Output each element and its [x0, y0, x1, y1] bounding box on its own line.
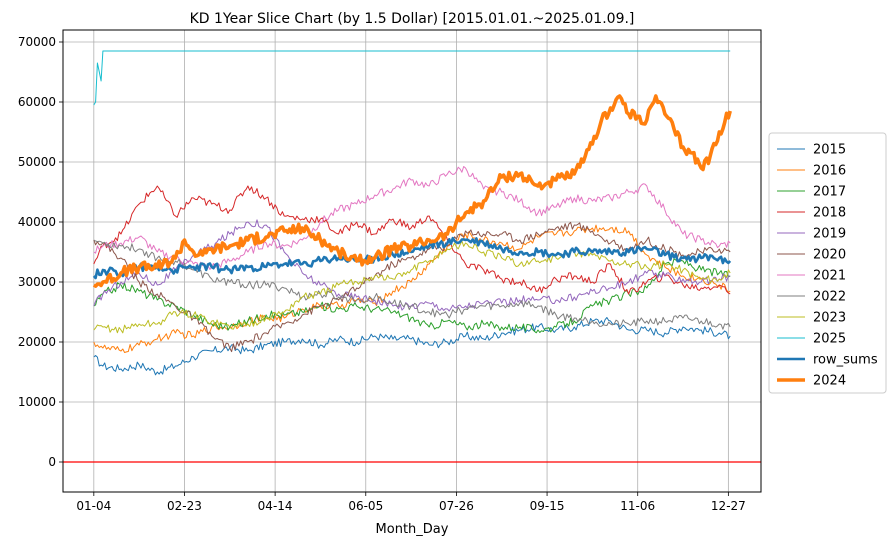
x-tick-label: 02-23 — [167, 499, 202, 513]
series-line-2023 — [93, 240, 731, 334]
x-tick-label: 07-26 — [439, 499, 474, 513]
y-tick-label: 40000 — [18, 215, 56, 229]
legend-label: 2021 — [813, 269, 846, 284]
legend-box — [768, 132, 887, 394]
legend-label: 2025 — [813, 332, 846, 347]
y-tick-label: 70000 — [18, 35, 56, 49]
legend-label: 2018 — [813, 206, 846, 221]
legend-label: 2019 — [813, 227, 846, 242]
y-tick-label: 0 — [48, 455, 56, 469]
x-tick-label: 09-15 — [530, 499, 565, 513]
plot-area-frame — [62, 29, 762, 493]
x-tick-label: 06-05 — [348, 499, 383, 513]
y-axis-ticks: 0 10000 20000 30000 40000 50000 60000 70000 — [18, 35, 63, 469]
series-line-row_sums — [92, 236, 732, 280]
x-tick-label: 12-27 — [711, 499, 746, 513]
legend-label: 2024 — [813, 374, 846, 389]
legend-label: 2017 — [813, 185, 846, 200]
series-layer — [92, 50, 732, 376]
x-tick-label: 04-14 — [258, 499, 293, 513]
legend-label: 2023 — [813, 311, 846, 326]
series-line-2017 — [93, 258, 731, 334]
legend-label: 2016 — [813, 164, 846, 179]
x-tick-label: 11-06 — [620, 499, 655, 513]
series-line-2020 — [93, 221, 731, 353]
legend-label: 2022 — [813, 290, 846, 305]
series-line-2015 — [93, 317, 731, 376]
y-tick-label: 60000 — [18, 95, 56, 109]
legend-label: 2020 — [813, 248, 846, 263]
x-axis-label: Month_Day — [376, 522, 449, 537]
series-line-2018 — [93, 185, 731, 295]
legend-label: 2015 — [813, 143, 846, 158]
legend: 2015 2016 2017 2018 2019 2020 2021 2022 2023 2025… — [768, 132, 887, 394]
series-line-2024 — [92, 94, 732, 288]
y-tick-label: 10000 — [18, 395, 56, 409]
y-tick-label: 20000 — [18, 335, 56, 349]
legend-label: row_sums — [813, 353, 878, 368]
chart-title: KD 1Year Slice Chart (by 1.5 Dollar) [20… — [190, 11, 635, 27]
x-tick-label: 01-04 — [76, 499, 111, 513]
series-line-2025 — [93, 50, 731, 106]
y-tick-label: 50000 — [18, 155, 56, 169]
series-line-2016 — [93, 224, 731, 353]
y-tick-label: 30000 — [18, 275, 56, 289]
x-axis-ticks: 01-04 02-23 04-14 06-05 07-26 09-15 11-06 12-27 — [76, 492, 746, 513]
